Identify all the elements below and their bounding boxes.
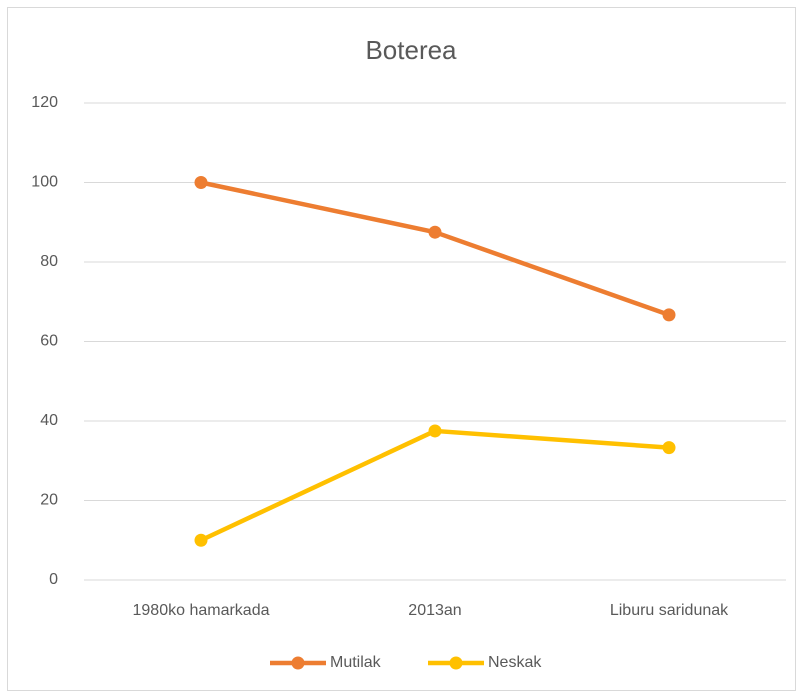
point-marker (662, 441, 676, 455)
legend-marker (449, 656, 463, 670)
point-marker (428, 424, 442, 438)
legend-label: Neskak (488, 654, 542, 671)
point-marker (194, 533, 208, 547)
y-tick-label: 0 (49, 571, 58, 588)
point-marker (194, 176, 208, 189)
chart-title: Boterea (365, 35, 457, 65)
point-marker (428, 225, 442, 239)
legend-label: Mutilak (330, 654, 382, 671)
y-tick-label: 60 (40, 333, 58, 350)
point-marker (662, 308, 676, 322)
y-tick-label: 100 (31, 174, 58, 191)
y-tick-label: 20 (40, 492, 58, 509)
x-tick-label: Liburu saridunak (610, 602, 729, 619)
x-tick-label: 2013an (408, 602, 461, 619)
y-tick-label: 80 (40, 253, 58, 270)
x-tick-label: 1980ko hamarkada (133, 602, 270, 619)
y-tick-label: 120 (31, 94, 58, 111)
y-tick-label: 40 (40, 412, 58, 429)
legend-marker (291, 656, 305, 670)
chart-border (7, 7, 796, 691)
